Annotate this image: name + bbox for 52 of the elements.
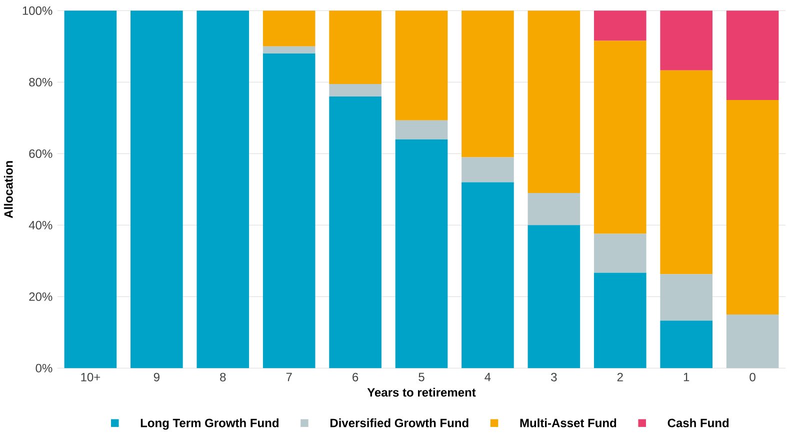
y-tick-label: 80% (29, 78, 52, 87)
legend-label: Cash Fund (668, 418, 729, 428)
x-tick-label: 1 (684, 373, 690, 382)
bar (462, 10, 514, 158)
x-tick-label: 4 (484, 373, 491, 382)
bar (594, 234, 646, 273)
bar (594, 10, 646, 41)
bar (64, 10, 117, 368)
bar (262, 54, 316, 368)
y-tick-label: 100% (22, 6, 52, 16)
bar (660, 70, 712, 274)
legend-label: Diversified Growth Fund (330, 418, 468, 428)
bar (329, 84, 382, 97)
x-tick-label: 10+ (81, 373, 100, 382)
y-tick-label: 60% (29, 150, 52, 158)
bar (660, 274, 712, 321)
bar (329, 96, 382, 368)
bar (462, 157, 514, 183)
bar (660, 320, 712, 368)
legend-label: Long Term Growth Fund (140, 418, 278, 430)
bar (528, 193, 580, 226)
bar (594, 40, 646, 234)
bar (528, 225, 580, 368)
legend-label: Multi-Asset Fund (520, 418, 616, 428)
x-tick-label: 8 (220, 373, 226, 382)
bar (726, 100, 779, 315)
x-tick-label: 3 (551, 373, 557, 382)
y-tick-label: 20% (29, 292, 52, 302)
x-axis-title: Years to retirement (367, 388, 476, 397)
bar (262, 46, 316, 54)
bar (660, 10, 712, 71)
x-tick-label: 2 (617, 373, 623, 382)
x-tick-label: 0 (750, 373, 756, 382)
x-tick-label: 7 (286, 373, 292, 382)
bar (726, 314, 779, 368)
bar (395, 10, 448, 121)
bar (395, 140, 448, 368)
x-tick-label: 9 (154, 373, 160, 382)
y-tick-label: 40% (28, 221, 52, 230)
bar (196, 10, 250, 368)
bar (462, 182, 514, 368)
bar (528, 10, 580, 194)
bar (329, 10, 382, 84)
y-tick-label: 0% (36, 364, 52, 373)
bar (130, 10, 183, 368)
bar (594, 272, 646, 368)
x-tick-label: 6 (352, 373, 358, 382)
bar (262, 10, 316, 47)
y-axis-title: Allocation (4, 161, 13, 218)
x-tick-label: 5 (418, 373, 424, 382)
bar (726, 10, 779, 100)
bar (395, 120, 448, 140)
